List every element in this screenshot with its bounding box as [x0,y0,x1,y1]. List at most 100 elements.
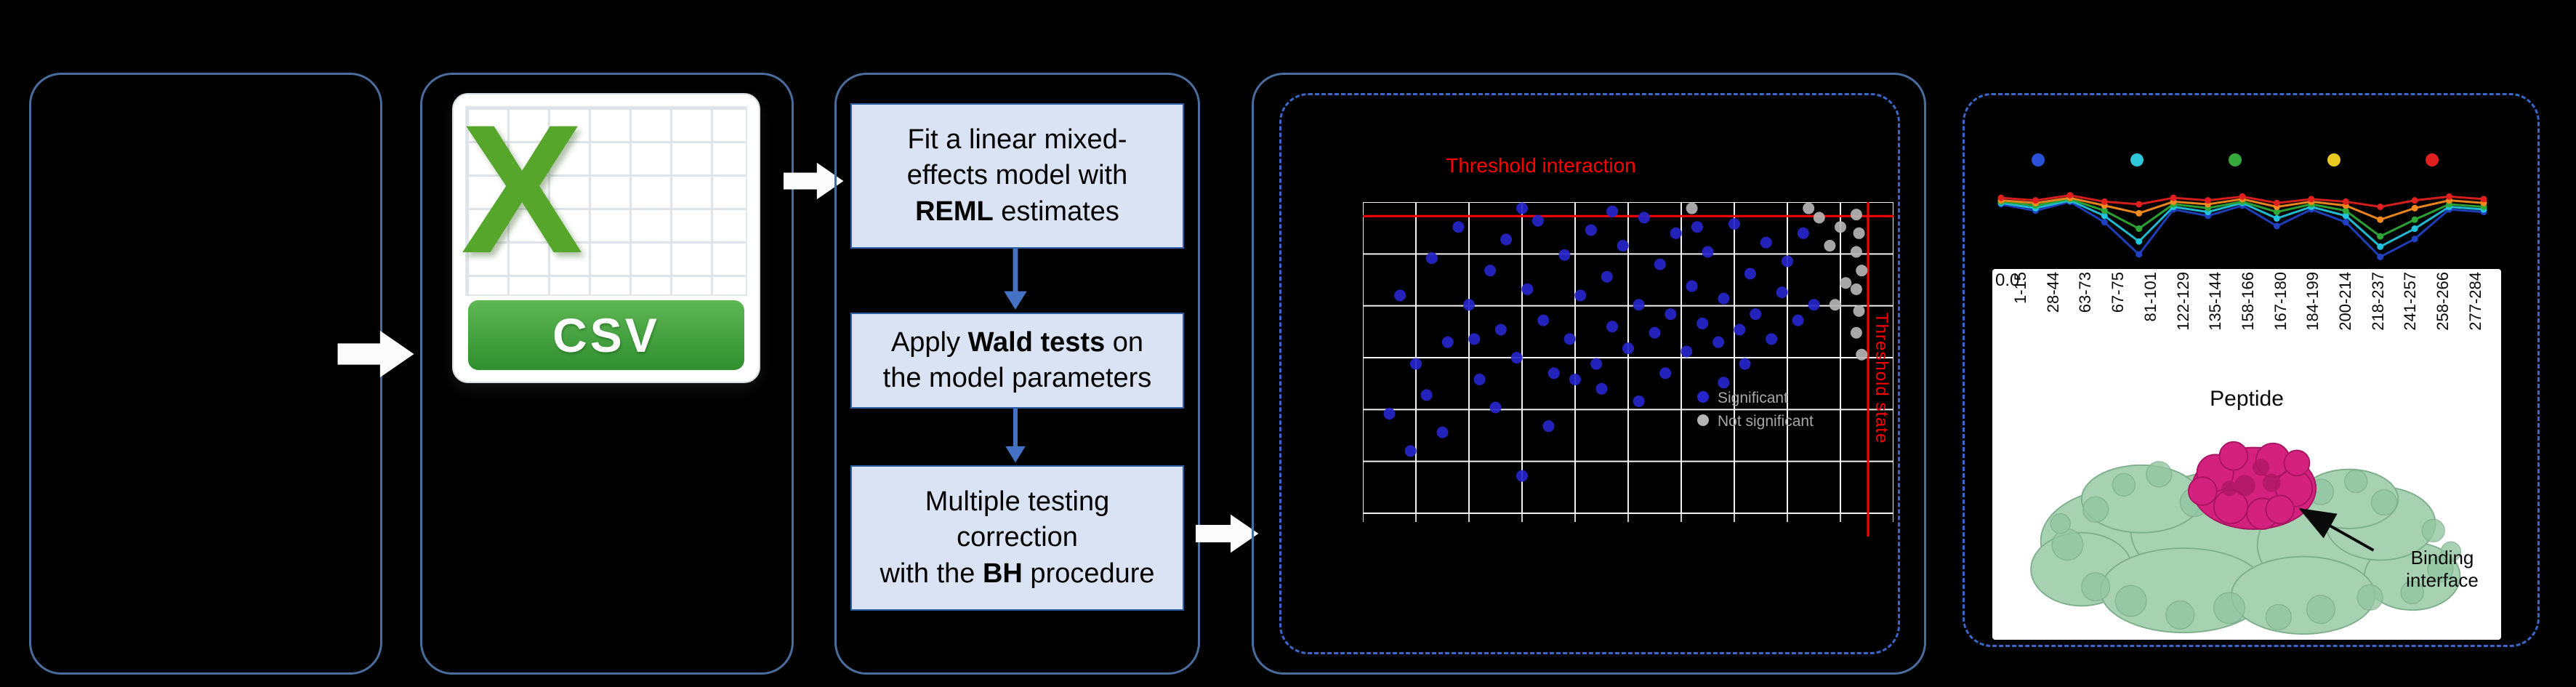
scatter-point [1633,395,1645,407]
uptake-plot [1997,192,2487,260]
scatter-point [1537,314,1550,326]
uptake-point [2136,201,2143,208]
uptake-point [1997,194,2005,201]
protein-structure [2030,441,2462,635]
scatter-point [1563,333,1576,345]
results-white-panel: 0.0 1-15 28-44 63-73 67-75 81-101 122-129 135-… [1992,269,2501,640]
scatter-point [1494,324,1507,336]
scatter-point [1850,209,1862,221]
scatter-point [1853,227,1865,239]
peptide-tick-label: 122-129 [2173,272,2192,331]
scatter-point [1601,270,1613,283]
scatter-point [1649,326,1661,339]
scatter-point [1850,326,1862,339]
scatter-point [1436,426,1449,438]
scatter-point [1853,305,1865,317]
scatter-point [1739,358,1751,370]
peptide-tick-label: 63-73 [2076,272,2095,313]
protein-surface-texture [2050,461,2462,631]
scatter-point [1394,289,1406,302]
scatter-point [1463,299,1475,311]
scatter-point [1691,221,1703,233]
uptake-point [2342,198,2349,205]
step-text-line: effects model with [906,160,1128,191]
binding-interface-label: Binding interface [2406,547,2479,592]
peptide-tick-label: 277-284 [2466,272,2484,331]
threshold-interaction-label: Threshold interaction [1446,154,1636,177]
peptide-tick-label: 28-44 [2043,272,2062,313]
svg-text:Significant: Significant [1718,390,1788,406]
step-box-bh-correction: Multiple testing correction with the BH … [850,465,1184,611]
peptide-tick-label: 241-257 [2401,272,2420,331]
uptake-point [2136,225,2143,233]
scatter-point [1808,299,1820,311]
scatter-point [1659,367,1672,379]
scatter-point [1734,324,1746,336]
binding-interface-shading [2221,459,2281,497]
scatter-point [1510,352,1523,363]
scatter-point [1542,420,1555,433]
uptake-point [2066,192,2074,199]
scatter-point [1633,299,1645,311]
scatter-point [1803,202,1815,214]
uptake-point [2170,194,2177,201]
uptake-point [2342,207,2349,214]
scatter-point [1500,233,1513,246]
uptake-point [2239,193,2246,200]
flow-arrow-icon [1196,510,1260,557]
uptake-point [2411,204,2418,212]
peptide-tick-label: 200-214 [2336,272,2355,331]
uptake-point [2136,251,2143,258]
peptide-tick-label: 67-75 [2109,272,2128,313]
scatter-point [1850,283,1862,295]
scatter-point [1569,373,1581,385]
scatter-point [1665,308,1677,321]
step-text-line: Apply Wald tests on [890,326,1144,358]
scatter-point [1856,265,1868,277]
uptake-point [2101,198,2108,205]
scatter-point [1686,202,1698,214]
scatter-point [1654,258,1666,270]
uptake-point [2032,197,2039,204]
scatter-point [1776,286,1788,299]
scatter-point [1702,246,1714,258]
uptake-series-series-cyan [1997,197,2487,250]
scatter-point [1829,299,1841,311]
scatter-point [1606,321,1619,333]
scatter-point [1850,246,1862,258]
peptide-tick-label: 158-166 [2238,272,2257,331]
uptake-point [2342,212,2349,220]
uptake-point [2411,197,2418,204]
panel-input [29,73,382,675]
uptake-point [2205,197,2212,204]
scatter-point [1744,268,1756,280]
flow-arrow-icon [336,329,417,379]
scatter-point [1585,224,1597,236]
scatter-point [1840,277,1852,289]
step-box-mixed-model: Fit a linear mixed- effects model with R… [850,103,1184,249]
peptide-tick-label: 218-237 [2368,272,2387,331]
scatter-point [1766,333,1778,345]
uptake-point [2308,196,2315,203]
peptide-tick-label: 81-101 [2141,272,2160,322]
scatter-point [1638,212,1650,224]
uptake-point [2101,219,2108,226]
timepoint-legend-dot-icon [2130,153,2144,166]
step-text-line: Multiple testing [925,486,1110,517]
scatter-point [1404,445,1417,457]
scatter-point [1516,202,1528,214]
uptake-point [2273,209,2280,216]
scatter-series-not-significant [1686,202,1868,361]
uptake-point [2377,253,2384,260]
step-text-line: with the BH procedure [880,558,1155,589]
excel-x-logo: X [461,87,584,292]
uptake-point [2342,219,2349,226]
timepoint-legend-dot-icon [2229,153,2242,166]
scatter-point [1760,236,1772,249]
step-box-wald-tests: Apply Wald tests on the model parameters [850,313,1184,409]
uptake-point [2377,233,2384,240]
peptide-tick-labels: 1-15 28-44 63-73 67-75 81-101 122-129 135-144 1… [2011,272,2484,394]
scatter-point [1473,373,1486,385]
flow-arrow-icon [784,158,845,204]
